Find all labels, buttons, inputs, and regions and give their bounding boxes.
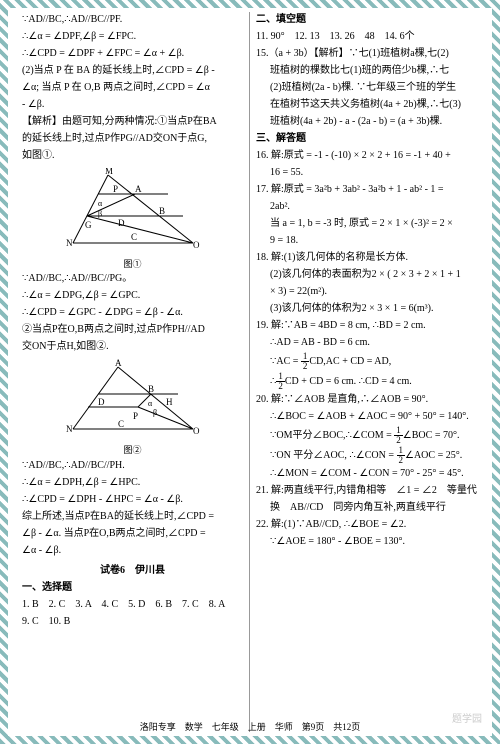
text-line: 2ab². — [256, 199, 478, 215]
text-line: 18. 解:(1)该几何体的名称是长方体. — [256, 250, 478, 266]
svg-text:G: G — [85, 220, 92, 230]
text-line: ∴∠α = ∠DPH,∠β = ∠HPC. — [22, 475, 243, 491]
text-line: 22. 解:(1)∵AB//CD, ∴∠BOE = ∠2. — [256, 517, 478, 533]
fraction: 12 — [397, 446, 406, 465]
answer-line: 1. B 2. C 3. A 4. C 5. D 6. B 7. C 8. A — [22, 597, 243, 613]
text-line: 16. 解:原式 = -1 - (-10) × 2 × 2 + 16 = -1 … — [256, 148, 478, 164]
section-heading: 三、解答题 — [256, 131, 478, 147]
diagram-1: M P A B N G D C O α β — [22, 168, 243, 253]
svg-text:C: C — [118, 419, 124, 429]
fraction: 12 — [276, 372, 285, 391]
text-line: ∵AC = 12CD,AC + CD = AD, — [256, 352, 478, 371]
text-line: ∠β - ∠α. 当点P在O,B两点之间时,∠CPD = — [22, 526, 243, 542]
text-line: (3)该几何体的体积为2 × 3 × 1 = 6(m³). — [256, 301, 478, 317]
text-line: ∵OM平分∠BOC,∴∠COM = 12∠BOC = 70°. — [256, 426, 478, 445]
svg-text:O: O — [193, 426, 200, 436]
text-span: CD,AC + CD = AD, — [309, 356, 391, 367]
text-line: 综上所述,当点P在BA的延长线上时,∠CPD = — [22, 509, 243, 525]
text-span: ∵OM平分∠BOC,∴∠COM = — [270, 430, 394, 441]
text-line: (2)班植树(2a - b)棵. ∵七年级三个班的学生 — [256, 80, 478, 96]
text-line: (2)该几何体的表面积为2 × ( 2 × 3 + 2 × 1 + 1 — [256, 267, 478, 283]
text-line: (2)当点 P 在 BA 的延长线上时,∠CPD = ∠β - — [22, 63, 243, 79]
text-line: ∵ON 平分∠AOC, ∴∠CON = 12∠AOC = 25°. — [256, 446, 478, 465]
text-line: 在植树节这天共义务植树(4a + 2b)棵,∴七(3) — [256, 97, 478, 113]
text-line: ∴∠BOC = ∠AOB + ∠AOC = 90° + 50° = 140°. — [256, 409, 478, 425]
svg-text:β: β — [98, 209, 102, 218]
text-line: ∴∠MON = ∠COM - ∠CON = 70° - 25° = 45°. — [256, 466, 478, 482]
fraction: 12 — [394, 426, 403, 445]
svg-text:P: P — [113, 184, 118, 194]
svg-text:β: β — [153, 408, 157, 417]
text-line: ∴12CD + CD = 6 cm. ∴CD = 4 cm. — [256, 372, 478, 391]
fig2-caption: 图② — [22, 443, 243, 457]
diagram-2: A B P N D C H O α β — [22, 359, 243, 439]
svg-text:M: M — [105, 168, 113, 176]
text-line: ②当点P在O,B两点之间时,过点P作PH//AD — [22, 322, 243, 338]
text-line: ∴∠CPD = ∠GPC - ∠DPG = ∠β - ∠α. — [22, 305, 243, 321]
svg-text:D: D — [98, 397, 105, 407]
text-line: 班植树(4a + 2b) - a - (2a - b) = (a + 3b)棵. — [256, 114, 478, 130]
section-heading: 一、选择题 — [22, 580, 243, 596]
svg-text:α: α — [98, 199, 103, 208]
text-line: ∠α - ∠β. — [22, 543, 243, 559]
svg-text:α: α — [148, 399, 153, 408]
text-line: 20. 解:∵∠AOB 是直角,∴∠AOB = 90°. — [256, 392, 478, 408]
svg-text:C: C — [131, 232, 137, 242]
text-line: 21. 解:两直线平行,内错角相等 ∠1 = ∠2 等量代 — [256, 483, 478, 499]
text-span: ∵AC = — [270, 356, 301, 367]
text-line: 11. 90° 12. 13 13. 26 48 14. 6个 — [256, 29, 478, 45]
text-line: ∴∠CPD = ∠DPH - ∠HPC = ∠α - ∠β. — [22, 492, 243, 508]
svg-text:O: O — [193, 240, 200, 250]
text-span: ∵ON 平分∠AOC, ∴∠CON = — [270, 450, 397, 461]
svg-text:D: D — [118, 218, 125, 228]
text-line: ∵AD//BC,∴AD//BC//PG。 — [22, 271, 243, 287]
answer-line: 9. C 10. B — [22, 614, 243, 630]
text-span: ∠AOC = 25°. — [405, 450, 462, 461]
svg-text:B: B — [148, 384, 154, 394]
text-line: 的延长线上时,过点P作PG//AD交ON于点G, — [22, 131, 243, 147]
text-line: 交ON于点H,如图②. — [22, 339, 243, 355]
text-line: ∵AD//BC,∴AD//BC//PF. — [22, 12, 243, 28]
page-container: ∵AD//BC,∴AD//BC//PF. ∴∠α = ∠DPF,∠β = ∠FP… — [8, 8, 492, 736]
text-line: ∵AD//BC,∴AD//BC//PH. — [22, 458, 243, 474]
fig1-caption: 图① — [22, 257, 243, 271]
text-line: 换 AB//CD 同旁内角互补,两直线平行 — [256, 500, 478, 516]
text-line: - ∠β. — [22, 97, 243, 113]
right-column: 二、填空题 11. 90° 12. 13 13. 26 48 14. 6个 15… — [250, 12, 484, 732]
text-line: ∴∠CPD = ∠DPF + ∠FPC = ∠α + ∠β. — [22, 46, 243, 62]
svg-text:P: P — [133, 411, 138, 421]
text-line: 19. 解:∵AB = 4BD = 8 cm, ∴BD = 2 cm. — [256, 318, 478, 334]
left-column: ∵AD//BC,∴AD//BC//PF. ∴∠α = ∠DPF,∠β = ∠FP… — [16, 12, 250, 732]
svg-text:A: A — [135, 184, 142, 194]
watermark: 题学园 — [452, 712, 482, 728]
text-line: ∠α; 当点 P 在 O,B 两点之间时,∠CPD = ∠α — [22, 80, 243, 96]
text-line: ∴∠α = ∠DPG,∠β = ∠GPC. — [22, 288, 243, 304]
text-line: 班植树的棵数比七(1)班的两倍少b棵,∴七 — [256, 63, 478, 79]
text-line: 16 = 55. — [256, 165, 478, 181]
text-line: 17. 解:原式 = 3a²b + 3ab² - 3a²b + 1 - ab² … — [256, 182, 478, 198]
page-footer: 洛阳专享 数学 七年级 上册 华师 第9页 共12页 — [8, 720, 492, 734]
test-title: 试卷6 伊川县 — [22, 563, 243, 579]
text-line: 9 = 18. — [256, 233, 478, 249]
text-line: ∵∠AOE = 180° - ∠BOE = 130°. — [256, 534, 478, 550]
text-span: ∠BOC = 70°. — [403, 430, 460, 441]
svg-text:A: A — [115, 359, 122, 368]
text-line: × 3) = 22(m²). — [256, 284, 478, 300]
svg-text:N: N — [66, 238, 73, 248]
text-line: ∴AD = AB - BD = 6 cm. — [256, 335, 478, 351]
text-line: 15.（a + 3b）【解析】∵七(1)班植树a棵,七(2) — [256, 46, 478, 62]
svg-text:H: H — [166, 397, 173, 407]
text-line: ∴∠α = ∠DPF,∠β = ∠FPC. — [22, 29, 243, 45]
text-span: CD + CD = 6 cm. ∴CD = 4 cm. — [285, 376, 412, 387]
text-line: 如图①. — [22, 148, 243, 164]
svg-text:N: N — [66, 424, 73, 434]
svg-text:B: B — [159, 206, 165, 216]
text-line: 当 a = 1, b = -3 时, 原式 = 2 × 1 × (-3)² = … — [256, 216, 478, 232]
text-line: 【解析】由题可知,分两种情况:①当点P在BA — [22, 114, 243, 130]
section-heading: 二、填空题 — [256, 12, 478, 28]
